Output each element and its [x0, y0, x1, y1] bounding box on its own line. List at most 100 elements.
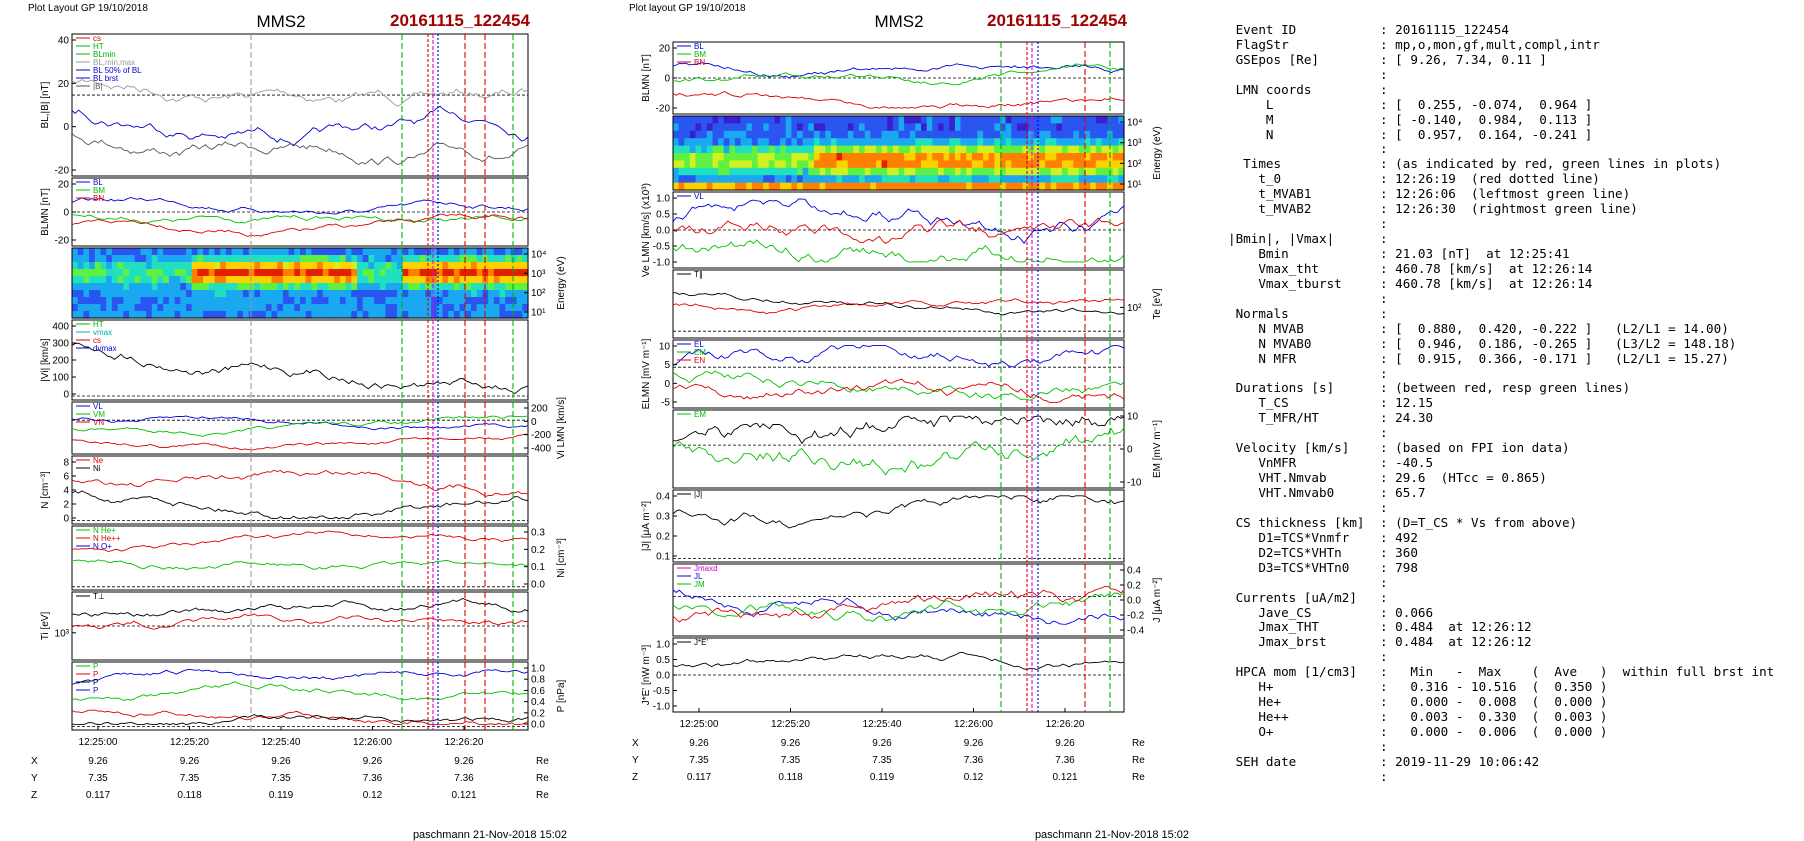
spectrogram-cell	[294, 255, 301, 263]
spectrogram-cell	[1078, 123, 1086, 132]
spectrogram-cell	[328, 297, 335, 305]
spectrogram-cell	[853, 145, 860, 154]
spectrogram-cell	[362, 283, 369, 291]
spectrogram-cell	[476, 248, 483, 256]
spectrogram-cell	[168, 290, 176, 298]
spectrogram-cell	[106, 297, 113, 305]
spectrogram-cell	[368, 276, 375, 284]
spectrogram-cell	[396, 255, 404, 263]
spectrogram-cell	[718, 160, 725, 169]
spectrogram-cell	[746, 116, 753, 124]
spectrogram-cell	[89, 255, 96, 263]
spectrogram-cell	[300, 283, 307, 291]
legend-entry: EN	[694, 356, 705, 365]
spectrogram-cell	[1005, 116, 1012, 124]
spectrogram-cell	[237, 311, 244, 319]
x-tick-label: 12:25:20	[771, 719, 810, 730]
spectrogram-cell	[938, 123, 945, 132]
spectrogram-cell	[1112, 116, 1119, 124]
spectrogram-cell	[735, 130, 742, 139]
spectrogram-cell	[825, 145, 832, 154]
summary-line: O+ : 0.000 - 0.006 ( 0.000 )	[1228, 724, 1788, 740]
spectrogram-cell	[505, 255, 512, 263]
spectrogram-cell	[265, 311, 273, 319]
spectrogram-cell	[220, 304, 227, 312]
spectrogram-cell	[260, 304, 267, 312]
spectrogram-cell	[1095, 123, 1102, 132]
spectrogram-cell	[214, 311, 221, 319]
position-value: 9.26	[689, 738, 709, 749]
spectrogram-cell	[729, 116, 736, 124]
spectrogram-cell	[163, 304, 170, 312]
spectrogram-cell	[684, 153, 691, 161]
spectrogram-cell	[938, 153, 945, 161]
spectrogram-cell	[847, 138, 854, 147]
spectrogram-cell	[1028, 175, 1035, 184]
spectrogram-cell	[915, 175, 922, 184]
spectrogram-cell	[499, 297, 506, 305]
summary-value: : Min - Max ( Ave ) within full brst int	[1380, 664, 1775, 680]
spectrogram-cell	[419, 297, 426, 305]
spectrogram-cell	[892, 175, 900, 184]
spectrogram-cell	[328, 304, 335, 312]
spectrogram-cell	[448, 262, 455, 270]
spectrogram-cell	[751, 138, 759, 147]
spectrogram-cell	[751, 175, 759, 184]
position-value: 0.12	[363, 790, 383, 801]
spectrogram-cell	[402, 269, 409, 277]
spectrogram-cell	[960, 175, 967, 184]
spectrogram-cell	[892, 160, 900, 169]
spectrogram-cell	[915, 145, 922, 154]
spectrogram-cell	[522, 248, 529, 256]
spectrogram-cell	[723, 138, 730, 147]
spectrogram-cell	[414, 276, 421, 284]
spectrogram-cell	[499, 262, 506, 270]
spectrogram-cell	[954, 153, 962, 161]
spectrogram-cell	[898, 138, 905, 147]
spectrogram-cell	[140, 262, 147, 270]
spectrogram-cell	[94, 262, 102, 270]
spectrogram-cell	[673, 145, 680, 154]
spectrogram-cell	[408, 269, 415, 277]
spectrogram-cell	[723, 167, 730, 176]
summary-line: CS thickness [km] : (D=T_CS * Vs from ab…	[1228, 515, 1788, 531]
spectrogram-cell	[243, 290, 250, 298]
spectrogram-cell	[408, 283, 415, 291]
spectrogram-cell	[960, 153, 967, 161]
spectrogram-cell	[311, 290, 318, 298]
spectrogram-cell	[994, 167, 1001, 176]
spectrogram-cell	[482, 262, 489, 270]
position-label: X	[31, 756, 38, 767]
spectrogram-cell	[522, 269, 529, 277]
spectrogram-cell	[746, 138, 753, 147]
spectrogram-cell	[282, 311, 290, 319]
spectrogram-cell	[1028, 167, 1035, 176]
spectrogram-cell	[926, 153, 933, 161]
spectrogram-cell	[157, 304, 164, 312]
spectrogram-cell	[870, 175, 877, 184]
spectrogram-cell	[129, 248, 136, 256]
spectrogram-cell	[774, 123, 781, 132]
y-tick-label: -1.0	[653, 258, 671, 269]
spectrogram-cell	[488, 297, 495, 305]
summary-line: :	[1228, 67, 1788, 83]
spectrogram-cell	[488, 311, 495, 319]
summary-line: :	[1228, 649, 1788, 665]
spectrogram-cell	[288, 290, 295, 298]
spectrogram-cell	[943, 153, 950, 161]
spectrogram-cell	[751, 167, 759, 176]
summary-value: : 798	[1380, 559, 1418, 575]
spectrogram-cell	[825, 138, 832, 147]
spectrogram-cell	[334, 269, 341, 277]
spectrogram-cell	[488, 290, 495, 298]
legend-entry: BM	[694, 50, 706, 59]
spectrogram-cell	[374, 304, 381, 312]
spectrogram-cell	[231, 297, 238, 305]
spectrogram-cell	[1112, 138, 1119, 147]
position-value: 9.26	[271, 756, 291, 767]
data-trace	[71, 342, 529, 395]
position-value: 0.121	[451, 790, 476, 801]
spectrogram-cell	[960, 167, 967, 176]
spectrogram-cell	[180, 297, 187, 305]
